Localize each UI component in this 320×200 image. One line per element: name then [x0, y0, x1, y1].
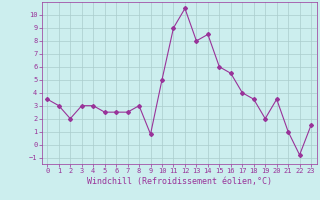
X-axis label: Windchill (Refroidissement éolien,°C): Windchill (Refroidissement éolien,°C): [87, 177, 272, 186]
